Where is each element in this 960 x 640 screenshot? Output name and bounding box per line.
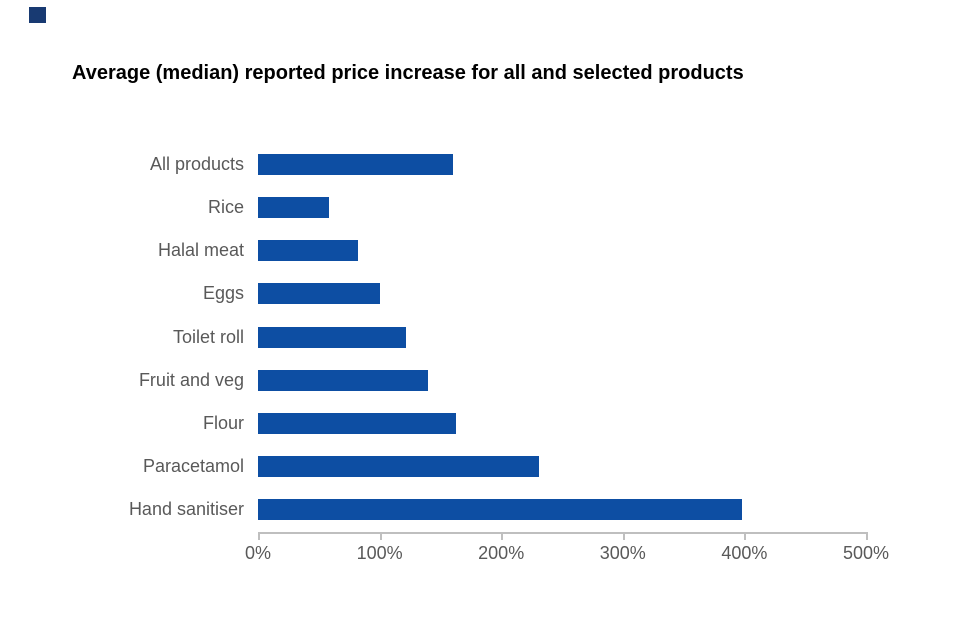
bar-row: Halal meat xyxy=(0,240,960,262)
category-label: Halal meat xyxy=(157,240,244,261)
bar-row: Eggs xyxy=(0,283,960,305)
axis-tick-label: 0% xyxy=(244,543,272,563)
axis-tick-label: 300% xyxy=(599,543,646,563)
category-label: Fruit and veg xyxy=(138,369,244,390)
bar xyxy=(258,499,742,521)
axis-tick xyxy=(744,532,747,540)
axis-tick xyxy=(258,532,260,540)
brand-corner-square-icon xyxy=(29,7,46,23)
bar xyxy=(258,197,329,219)
axis-tick xyxy=(379,532,382,540)
bar xyxy=(258,326,407,348)
category-label: All products xyxy=(149,154,244,174)
bar-row: Flour xyxy=(0,412,960,434)
category-label: Flour xyxy=(202,412,244,433)
axis-tick xyxy=(866,532,868,540)
bar xyxy=(258,369,429,391)
category-label: Hand sanitiser xyxy=(128,499,244,520)
bar-row: Toilet roll xyxy=(0,326,960,348)
axis-tick xyxy=(501,532,504,540)
x-axis-line xyxy=(258,532,868,534)
axis-tick-label: 500% xyxy=(842,543,890,563)
bar xyxy=(258,283,380,305)
category-label: Eggs xyxy=(202,283,244,304)
chart-title: Average (median) reported price increase… xyxy=(72,62,744,84)
axis-tick xyxy=(622,532,625,540)
bar-row: Rice xyxy=(0,197,960,219)
bar-row: Hand sanitiser xyxy=(0,499,960,521)
axis-tick-label: 200% xyxy=(478,543,525,563)
bar xyxy=(258,154,453,175)
bar-row: All products xyxy=(0,154,960,175)
bar xyxy=(258,240,358,262)
bar xyxy=(258,456,539,478)
category-label: Rice xyxy=(207,197,244,218)
bar xyxy=(258,412,457,434)
axis-tick-label: 100% xyxy=(356,543,403,563)
axis-tick-label: 400% xyxy=(721,543,768,563)
category-label: Toilet roll xyxy=(172,326,244,347)
bar-row: Fruit and veg xyxy=(0,369,960,391)
bar-row: Paracetamol xyxy=(0,456,960,478)
category-label: Paracetamol xyxy=(142,456,244,477)
